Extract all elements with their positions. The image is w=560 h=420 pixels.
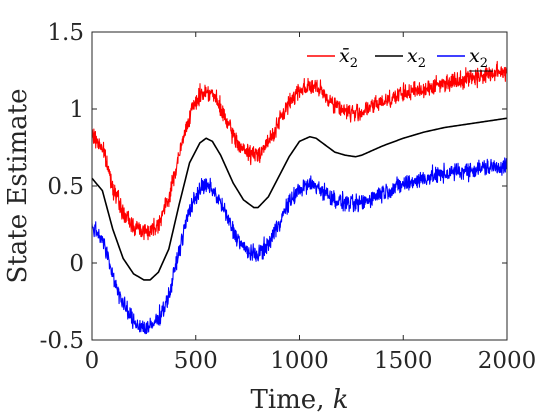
- series-line-1: [91, 117, 508, 281]
- y-tick-label: 1.5: [47, 20, 84, 46]
- x-tick-label: 500: [174, 348, 218, 374]
- series-line-0: [91, 60, 508, 241]
- axes-layer: 0 500 1000 1500 2000-0.500.511.5: [40, 20, 537, 374]
- y-axis-title: State Estimate: [3, 89, 33, 284]
- series-layer: [91, 60, 508, 335]
- x-axis-title-text: Time,: [251, 385, 333, 415]
- legend-label-2: x2: [469, 45, 488, 71]
- legend: x̄2 x2 x2: [307, 45, 493, 72]
- x-tick-label: 1000: [270, 348, 329, 374]
- y-tick-label: 0: [69, 251, 84, 277]
- x-tick-label: 2000: [478, 348, 537, 374]
- x-tick-label: 0: [85, 348, 100, 374]
- series-line-2: [91, 157, 508, 335]
- x-axis-title-var: k: [333, 385, 349, 415]
- legend-label-0: x̄2: [339, 45, 358, 71]
- y-tick-label: 0.5: [47, 174, 84, 200]
- legend-label-1: x2: [407, 45, 426, 71]
- x-tick-label: 1500: [374, 348, 433, 374]
- y-tick-label: 1: [69, 97, 84, 123]
- y-tick-label: -0.5: [40, 328, 84, 354]
- x-axis-title: Time, k: [251, 385, 349, 415]
